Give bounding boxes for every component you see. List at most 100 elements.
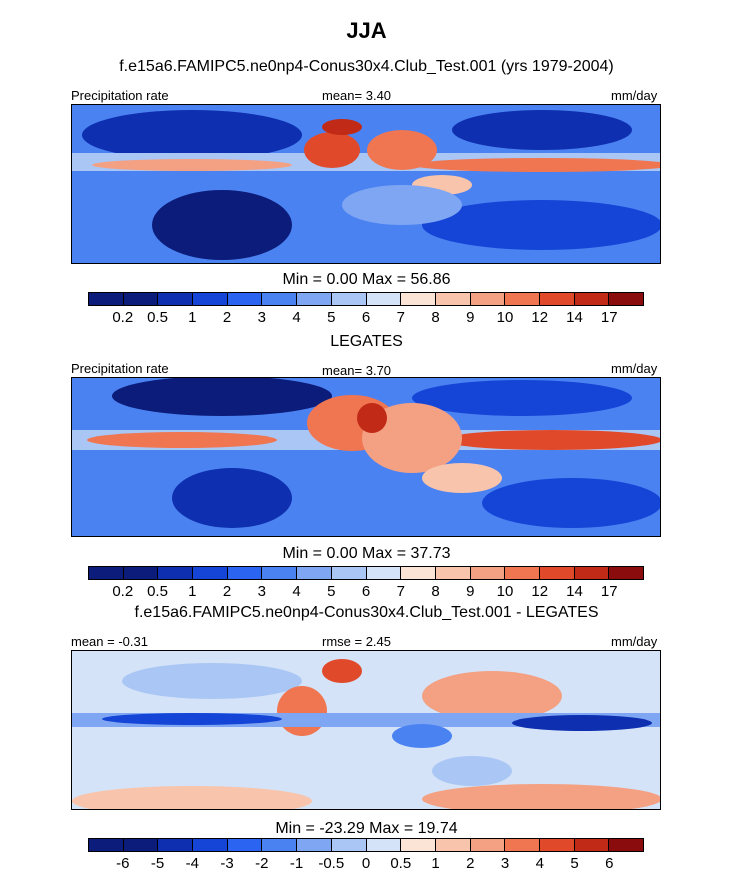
colorbar-swatch <box>297 839 332 851</box>
panel-diff-colorbar <box>88 838 644 852</box>
colorbar-swatch <box>539 839 575 851</box>
colorbar-tick-label: 2 <box>222 583 232 600</box>
colorbar-swatch <box>401 839 436 851</box>
colorbar-swatch <box>366 839 402 851</box>
panel-diff-rmse-label: rmse = 2.45 <box>322 634 392 649</box>
colorbar-tick-label: 5 <box>327 309 336 326</box>
colorbar-tick-label: 10 <box>496 583 514 600</box>
panel-obs-colorbar-ticks: 0.2 0.5 1 2 3 4 5 6 7 8 9 10 12 14 17 <box>88 583 644 601</box>
colorbar-swatch <box>262 293 298 305</box>
panel-obs-header: LEGATES <box>330 333 403 350</box>
colorbar-swatch <box>123 839 159 851</box>
colorbar-tick-label: 1 <box>431 855 440 872</box>
colorbar-tick-label: 9 <box>466 583 475 600</box>
panel-obs-center-label: mean= 3.70 <box>322 363 392 378</box>
colorbar-swatch <box>89 567 124 579</box>
colorbar-tick-label: 7 <box>396 583 405 600</box>
colorbar-swatch <box>435 567 471 579</box>
panel-model-field <box>72 105 660 263</box>
colorbar-swatch <box>401 293 436 305</box>
colorbar-swatch <box>123 293 159 305</box>
colorbar-swatch <box>574 839 610 851</box>
panel-model-colorbar <box>88 292 644 306</box>
colorbar-swatch <box>297 293 332 305</box>
colorbar-tick-label: -2 <box>255 855 269 872</box>
colorbar-tick-label: 0.5 <box>147 583 168 600</box>
colorbar-swatch <box>366 293 402 305</box>
panel-model-map <box>71 104 661 264</box>
colorbar-swatch <box>539 567 575 579</box>
colorbar-swatch <box>158 567 194 579</box>
colorbar-swatch <box>227 293 263 305</box>
colorbar-swatch <box>262 839 298 851</box>
panel-model-left-label: Precipitation rate <box>71 88 169 103</box>
colorbar-swatch <box>505 567 540 579</box>
panel-obs-left-label: Precipitation rate <box>71 361 169 376</box>
colorbar-tick-label: 8 <box>431 583 440 600</box>
colorbar-tick-label: 12 <box>531 309 549 326</box>
colorbar-swatch <box>158 839 194 851</box>
figure-title: JJA <box>346 18 387 43</box>
panel-obs-field <box>72 378 660 536</box>
colorbar-tick-label: 3 <box>500 855 510 872</box>
colorbar-tick-label: -3 <box>220 855 234 872</box>
panel-model-center-label: mean= 3.40 <box>322 88 392 103</box>
colorbar-tick-label: 17 <box>600 309 618 326</box>
colorbar-swatch <box>574 567 610 579</box>
panel-diff-mean-label: mean = -0.31 <box>71 634 148 649</box>
colorbar-tick-label: 3 <box>257 309 266 326</box>
colorbar-swatch <box>609 839 643 851</box>
colorbar-tick-label: -6 <box>116 855 130 872</box>
colorbar-swatch <box>89 839 124 851</box>
colorbar-swatch <box>539 293 575 305</box>
colorbar-swatch <box>505 839 540 851</box>
colorbar-tick-label: 0.5 <box>147 309 168 326</box>
colorbar-swatch <box>297 567 332 579</box>
colorbar-swatch <box>331 567 367 579</box>
colorbar-swatch <box>574 293 610 305</box>
colorbar-swatch <box>89 293 124 305</box>
colorbar-swatch <box>435 293 471 305</box>
colorbar-tick-label: 4 <box>292 309 301 326</box>
colorbar-tick-label: 6 <box>605 855 614 872</box>
colorbar-tick-label: 2 <box>222 309 232 326</box>
colorbar-swatch <box>470 293 506 305</box>
panel-obs-minmax: Min = 0.00 Max = 37.73 <box>282 545 451 562</box>
colorbar-swatch <box>609 293 643 305</box>
colorbar-swatch <box>262 567 298 579</box>
colorbar-tick-label: 3 <box>257 583 266 600</box>
colorbar-swatch <box>331 839 367 851</box>
colorbar-swatch <box>331 293 367 305</box>
colorbar-tick-label: 9 <box>466 309 475 326</box>
colorbar-tick-label: 12 <box>531 583 549 600</box>
colorbar-swatch <box>505 293 540 305</box>
colorbar-tick-label: 10 <box>496 309 514 326</box>
colorbar-swatch <box>193 839 228 851</box>
panel-diff-units: mm/day <box>611 634 658 649</box>
panel-model-units: mm/day <box>611 88 658 103</box>
colorbar-tick-label: 17 <box>600 583 618 600</box>
colorbar-swatch <box>435 839 471 851</box>
panel-model-colorbar-ticks: 0.2 0.5 1 2 3 4 5 6 7 8 9 10 12 14 17 <box>88 309 644 327</box>
colorbar-tick-label: -1 <box>289 855 304 872</box>
colorbar-tick-label: 0.2 <box>112 309 134 326</box>
panel-diff-header: f.e15a6.FAMIPC5.ne0np4-Conus30x4.Club_Te… <box>134 604 599 621</box>
colorbar-swatch <box>193 567 228 579</box>
colorbar-tick-label: 14 <box>566 583 583 600</box>
colorbar-tick-label: 4 <box>535 855 544 872</box>
colorbar-tick-label: 7 <box>396 309 405 326</box>
colorbar-swatch <box>123 567 159 579</box>
panel-model-header: f.e15a6.FAMIPC5.ne0np4-Conus30x4.Club_Te… <box>119 58 614 75</box>
colorbar-tick-label: 0 <box>361 855 371 872</box>
colorbar-tick-label: 1 <box>188 309 197 326</box>
panel-diff-field <box>72 651 660 809</box>
colorbar-swatch <box>470 839 506 851</box>
colorbar-tick-label: 0.5 <box>390 855 412 872</box>
panel-obs-colorbar <box>88 566 644 580</box>
colorbar-tick-label: -4 <box>185 855 199 872</box>
panel-diff-map <box>71 650 661 810</box>
colorbar-tick-label: 4 <box>292 583 301 600</box>
panel-obs-units: mm/day <box>611 361 658 376</box>
colorbar-swatch <box>401 567 436 579</box>
colorbar-tick-label: 5 <box>570 855 579 872</box>
